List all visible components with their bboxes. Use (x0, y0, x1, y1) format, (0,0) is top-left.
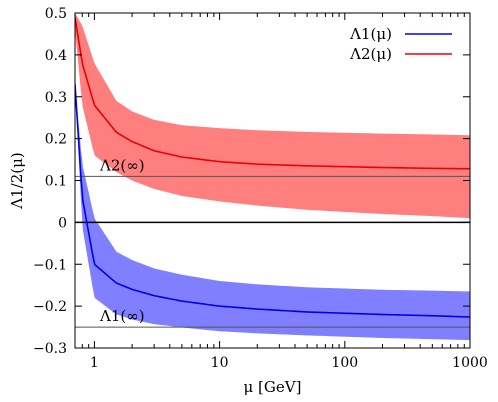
series-line-1 (75, 84, 470, 318)
x-tick-label: 100 (331, 355, 358, 371)
y-axis-label: Λ1/2(μ) (8, 152, 26, 209)
x-axis-label: μ [GeV] (244, 378, 302, 396)
y-tick-label: −0.3 (33, 341, 67, 357)
series-band-1 (75, 84, 470, 341)
y-tick-label: 0.4 (45, 48, 67, 64)
y-tick-label: 0.3 (45, 90, 67, 106)
y-tick-label: −0.1 (33, 257, 67, 273)
y-tick-label: 0.2 (45, 132, 67, 148)
plot-layer (75, 13, 470, 341)
legend-label-2: Λ2(μ) (349, 45, 392, 63)
legend-label-1: Λ1(μ) (349, 25, 392, 43)
reference-label-2: Λ1(∞) (99, 307, 145, 325)
series-line-2 (75, 17, 470, 170)
y-tick-label: 0 (58, 215, 67, 231)
y-tick-label: 0.1 (45, 174, 67, 190)
x-tick-label: 10 (211, 355, 229, 371)
x-tick-label: 1 (90, 355, 99, 371)
reference-label-1: Λ2(∞) (99, 156, 145, 174)
x-tick-label: 1000 (452, 355, 488, 371)
y-tick-label: −0.2 (33, 299, 67, 315)
y-tick-label: 0.5 (45, 6, 67, 22)
